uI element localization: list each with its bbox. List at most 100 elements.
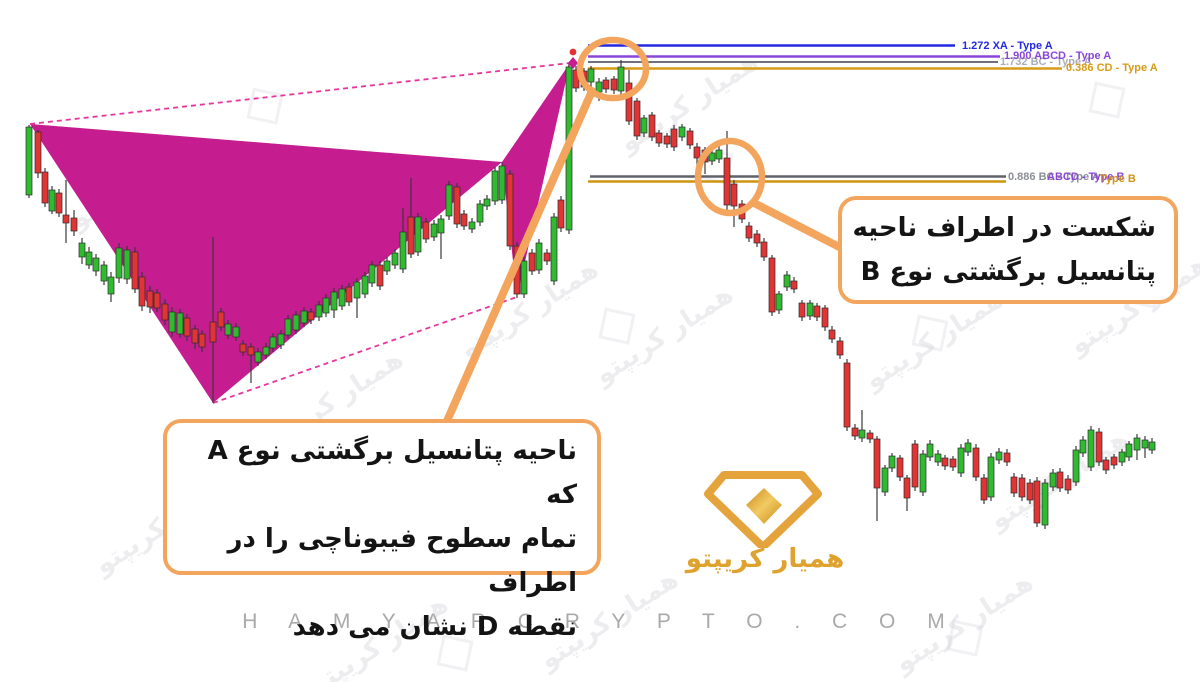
candle-body <box>520 260 528 295</box>
candle-body <box>445 184 453 217</box>
candle-body <box>468 221 476 230</box>
candle-body <box>407 216 415 255</box>
candle-body <box>934 453 942 463</box>
candle-body <box>191 328 199 344</box>
candle-body <box>1049 472 1057 488</box>
candle-body <box>858 429 866 439</box>
candle-body <box>41 171 49 204</box>
callout-connector-line <box>750 199 851 255</box>
candle-body <box>1018 477 1026 498</box>
candle-body <box>798 302 806 318</box>
candle-body <box>300 310 308 324</box>
candle-body <box>161 303 169 321</box>
candle-body <box>730 183 738 207</box>
candle-body <box>383 260 391 272</box>
candle-body <box>1033 480 1041 524</box>
candle-body <box>715 149 723 160</box>
harmonic-pattern-fill <box>502 63 570 297</box>
candle-body <box>881 467 889 493</box>
candle-body <box>491 170 499 202</box>
candle-body <box>926 443 934 458</box>
candle-body <box>483 198 491 207</box>
candle-body <box>866 432 874 440</box>
candle-body <box>85 251 93 266</box>
candle-body <box>557 199 565 229</box>
callout-b-line-1: شکست در اطراف ناحیه <box>852 213 1156 243</box>
candle-body <box>262 346 270 356</box>
callout-connector-line <box>443 87 596 425</box>
candle-body <box>625 82 633 122</box>
candle-body <box>138 276 146 307</box>
candle-body <box>254 351 262 363</box>
candle-body <box>460 213 468 227</box>
candle-body <box>1010 476 1018 494</box>
candle-body <box>610 78 618 91</box>
candle-body <box>55 192 63 214</box>
candle-body <box>1064 478 1072 491</box>
candle-body <box>535 242 543 271</box>
harmonic-pattern-fill <box>30 124 502 403</box>
candle-body <box>640 117 648 134</box>
candle-body <box>617 66 625 92</box>
candle-body <box>239 343 247 353</box>
candle-body <box>277 333 285 346</box>
website-url: H A M Y A R C R Y P T O . C O M <box>242 610 958 633</box>
candle-body <box>322 297 330 314</box>
candle-body <box>686 130 694 146</box>
callout-b-line-2: پتانسیل برگشتی نوع B <box>860 257 1156 287</box>
highlight-circle <box>694 137 766 217</box>
candle-body <box>146 290 154 308</box>
candle-body <box>1072 449 1080 483</box>
candle-body <box>153 292 161 309</box>
point-d-marker <box>568 57 578 69</box>
candle-body <box>453 186 461 225</box>
candle-body <box>1125 443 1133 458</box>
candle-body <box>368 264 376 284</box>
candle-body <box>648 114 656 138</box>
candle-body <box>1026 482 1034 501</box>
candle-body <box>980 477 988 501</box>
candle-body <box>768 257 776 313</box>
candle-body <box>972 447 980 478</box>
candle-body <box>745 225 753 239</box>
candle-body <box>987 456 995 498</box>
candle-body <box>437 218 445 234</box>
candle-body <box>131 251 139 290</box>
candle-body <box>284 318 292 336</box>
candle-body <box>896 457 904 478</box>
candle-body <box>1110 456 1118 466</box>
candle-body <box>949 458 957 468</box>
candle-body <box>595 81 603 93</box>
candle-body <box>345 286 353 303</box>
brand-name: همیار کریپتو <box>685 544 845 574</box>
candle-body <box>232 326 240 338</box>
candle-body <box>836 340 844 356</box>
point-d-dot <box>569 48 577 56</box>
candle-body <box>851 427 859 437</box>
callout-a-line-3: نقطه D نشان می دهد <box>292 612 577 642</box>
candle-body <box>919 453 927 493</box>
candle-body <box>633 100 641 137</box>
candle-body <box>330 291 338 311</box>
candle-body <box>198 333 206 348</box>
candle-body <box>655 132 663 144</box>
callout-a-line-2: تمام سطوح فیبوناچی را در اطراف <box>227 524 577 598</box>
candle-body <box>602 79 610 90</box>
candle-body <box>528 252 536 272</box>
candle-body <box>1087 429 1095 468</box>
candle-body <box>587 68 595 83</box>
candle-body <box>1095 431 1103 463</box>
brand-logo: همیار کریپتو <box>670 448 860 588</box>
candle-body <box>783 274 791 288</box>
candle-body <box>775 293 783 311</box>
candle-body <box>550 216 558 282</box>
callout-a-line-1: ناحیه پتانسیل برگشتی نوع A که <box>207 436 577 510</box>
candle-body <box>115 247 123 279</box>
candle-body <box>1079 439 1087 454</box>
candle-body <box>338 288 346 307</box>
candle-body <box>209 321 217 343</box>
candle-body <box>995 451 1003 461</box>
candle-body <box>806 302 814 317</box>
candle-body <box>753 233 761 244</box>
